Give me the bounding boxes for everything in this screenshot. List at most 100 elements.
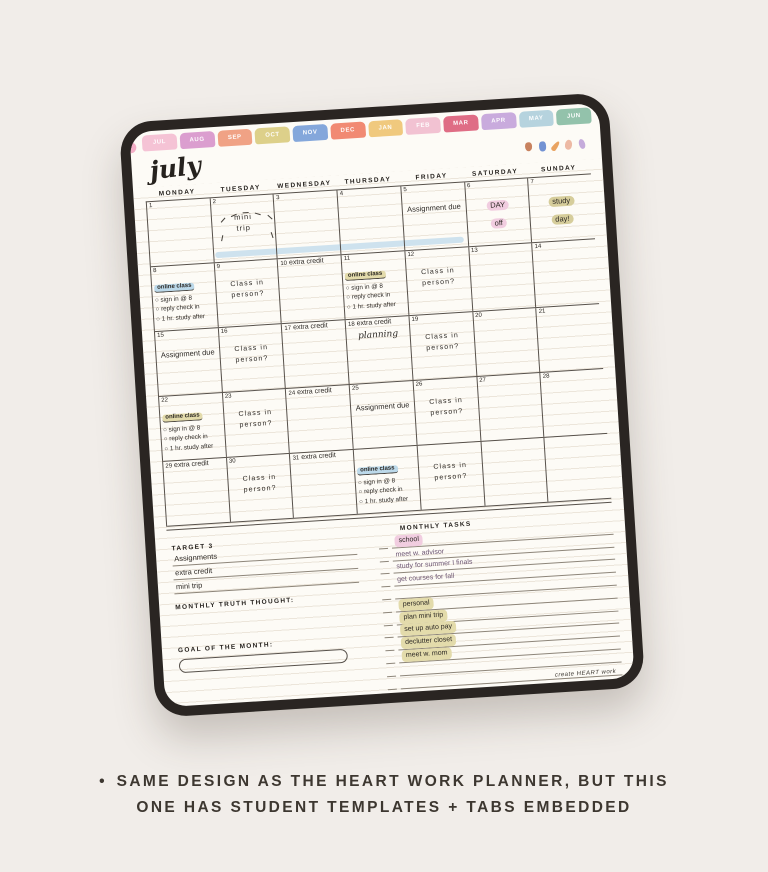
day-cell[interactable]: 25 Assignment due <box>349 380 418 449</box>
planner-screen: JUL AUG SEP OCT NOV DEC JAN FEB MAR APR MAY JUN jul… <box>129 102 635 708</box>
tab-label: JUN <box>566 112 581 120</box>
checklist-item: ○ sign in @ 8 <box>154 294 193 304</box>
tab-oct[interactable]: OCT <box>254 126 291 145</box>
day-cell[interactable]: 12 Class in person? <box>405 247 473 316</box>
event-note: Class in person? <box>234 344 269 364</box>
event-note: Assignment due <box>160 347 215 360</box>
day-cell[interactable]: 10 extra credit <box>278 255 346 324</box>
day-cell[interactable]: 17 extra credit <box>282 320 350 388</box>
checklist-title-wrap: online class <box>153 272 213 294</box>
checklist-item: ○ sign in @ 8 <box>162 424 201 434</box>
day-number-line: 31 extra credit <box>292 451 351 463</box>
day-number: 5 <box>403 187 407 194</box>
day-number: 25 <box>351 385 359 392</box>
tab-label: NOV <box>302 129 318 137</box>
day-number: 15 <box>157 332 165 339</box>
tab-jun[interactable]: JUN <box>556 107 592 126</box>
event-note: Class in person? <box>429 396 464 417</box>
tab-sep[interactable]: SEP <box>216 128 253 147</box>
caption-line-2: ONE HAS STUDENT TEMPLATES + TABS EMBEDDE… <box>136 799 632 816</box>
tab-dec[interactable]: DEC <box>329 121 366 140</box>
day-number: 16 <box>220 328 228 335</box>
event-note: Class in person? <box>242 473 277 494</box>
day-cell[interactable]: 21 <box>537 304 604 372</box>
day-cell[interactable]: 4 <box>337 186 406 255</box>
day-number-line: 14 <box>535 240 594 251</box>
day-number-line <box>547 435 606 446</box>
day-cell[interactable]: 15 Assignment due <box>154 328 223 396</box>
day-cell[interactable]: 11 online class ○ sign in @ 8 ○ reply check… <box>341 251 410 320</box>
event-note: extra credit <box>356 318 392 328</box>
day-number: 9 <box>216 263 221 271</box>
day-cell[interactable]: 3 <box>273 190 342 259</box>
day-cell[interactable]: 8 online class ○ sign in @ 8 ○ reply check … <box>150 263 219 332</box>
calendar-grid: 1 2 mini trip 3 4 5 Assignment due 6 DAY off 7 study… <box>145 173 612 527</box>
day-cell[interactable]: 24 extra credit <box>286 384 354 453</box>
day-number: 7 <box>530 179 535 186</box>
day-cell[interactable]: 13 <box>468 243 537 312</box>
day-cell[interactable]: 9 Class in person? <box>214 259 283 328</box>
day-cell[interactable]: online class ○ sign in @ 8 ○ reply check i… <box>353 445 422 514</box>
tab-feb[interactable]: FEB <box>405 116 442 135</box>
day-cell[interactable]: 29 extra credit <box>163 457 231 526</box>
tab-may[interactable]: MAY <box>518 109 555 128</box>
day-cell[interactable]: 18 extra credit planning <box>345 316 414 384</box>
truth-thought-label: MONTHLY TRUTH THOUGHT: <box>175 596 295 612</box>
day-cell[interactable]: 31 extra credit <box>290 449 358 518</box>
day-cell[interactable]: Class in person? <box>417 441 486 510</box>
highlight-word: day! <box>550 213 574 225</box>
event-note: Class in person? <box>433 461 468 482</box>
day-cell[interactable]: 1 <box>146 198 215 267</box>
day-cell[interactable]: 7 study day! <box>528 174 595 242</box>
day-cell[interactable]: 20 <box>472 308 541 376</box>
day-cell[interactable]: 28 <box>541 369 608 437</box>
day-number-line: 23 <box>225 390 284 401</box>
day-number: 3 <box>276 195 280 202</box>
day-cell[interactable] <box>545 434 612 502</box>
day-cell[interactable]: 19 Class in person? <box>409 312 477 380</box>
day-header-tuesday: TUESDAY <box>220 184 262 194</box>
task-text: meet w. mom <box>401 647 452 663</box>
checklist-item: ○ sign in @ 8 <box>345 282 384 292</box>
day-cell[interactable]: 30 Class in person? <box>226 453 295 522</box>
tab-aug[interactable]: AUG <box>179 131 215 150</box>
day-cell[interactable]: 23 Class in person? <box>222 388 291 457</box>
day-cell[interactable]: 5 Assignment due <box>401 182 469 251</box>
day-number: 4 <box>339 191 344 198</box>
day-number-line: 9 <box>217 260 276 271</box>
day-cell[interactable]: 2 mini trip <box>210 194 279 263</box>
tab-mar[interactable]: MAR <box>443 114 479 133</box>
event-note: Class in person? <box>420 267 456 287</box>
task-dash <box>387 688 398 690</box>
day-number: 24 <box>288 390 296 397</box>
event-note: Assignment due <box>355 400 410 413</box>
sparkle-ray-icon <box>220 235 224 242</box>
day-cell[interactable]: 27 <box>477 372 545 441</box>
day-number: 1 <box>148 203 153 210</box>
tab-jan[interactable]: JAN <box>367 119 404 138</box>
checklist-title-wrap: online class <box>162 402 222 424</box>
tab-apr[interactable]: APR <box>480 112 517 131</box>
event-note: Class in person? <box>238 408 273 429</box>
event-note: extra credit <box>296 387 332 397</box>
day-number-line: 5 <box>403 184 462 195</box>
day-cell[interactable]: 22 online class ○ sign in @ 8 ○ reply check… <box>159 392 227 461</box>
tab-jul[interactable]: JUL <box>141 133 178 152</box>
tab-label: MAR <box>452 120 469 127</box>
day-number-line <box>483 439 542 450</box>
day-cell[interactable]: 6 DAY off <box>464 178 533 247</box>
tab-label: MAY <box>528 115 544 123</box>
day-number-line: 29 extra credit <box>165 459 224 471</box>
checklist-item: ○ reply check in <box>346 291 391 302</box>
tablet-frame: JUL AUG SEP OCT NOV DEC JAN FEB MAR APR MAY JUN jul… <box>118 92 646 718</box>
day-cell[interactable] <box>481 437 549 506</box>
day-number-line: 15 <box>157 329 216 340</box>
day-cell[interactable]: 26 Class in person? <box>413 376 482 445</box>
day-cell[interactable]: 16 Class in person? <box>218 324 287 392</box>
checklist-item: ○ 1 hr. study after <box>155 312 206 323</box>
tab-nov[interactable]: NOV <box>292 123 328 143</box>
day-cell[interactable]: 14 <box>532 239 599 307</box>
day-header-monday: MONDAY <box>158 188 196 198</box>
event-note: extra credit <box>301 452 337 462</box>
day-number: 17 <box>284 325 292 332</box>
